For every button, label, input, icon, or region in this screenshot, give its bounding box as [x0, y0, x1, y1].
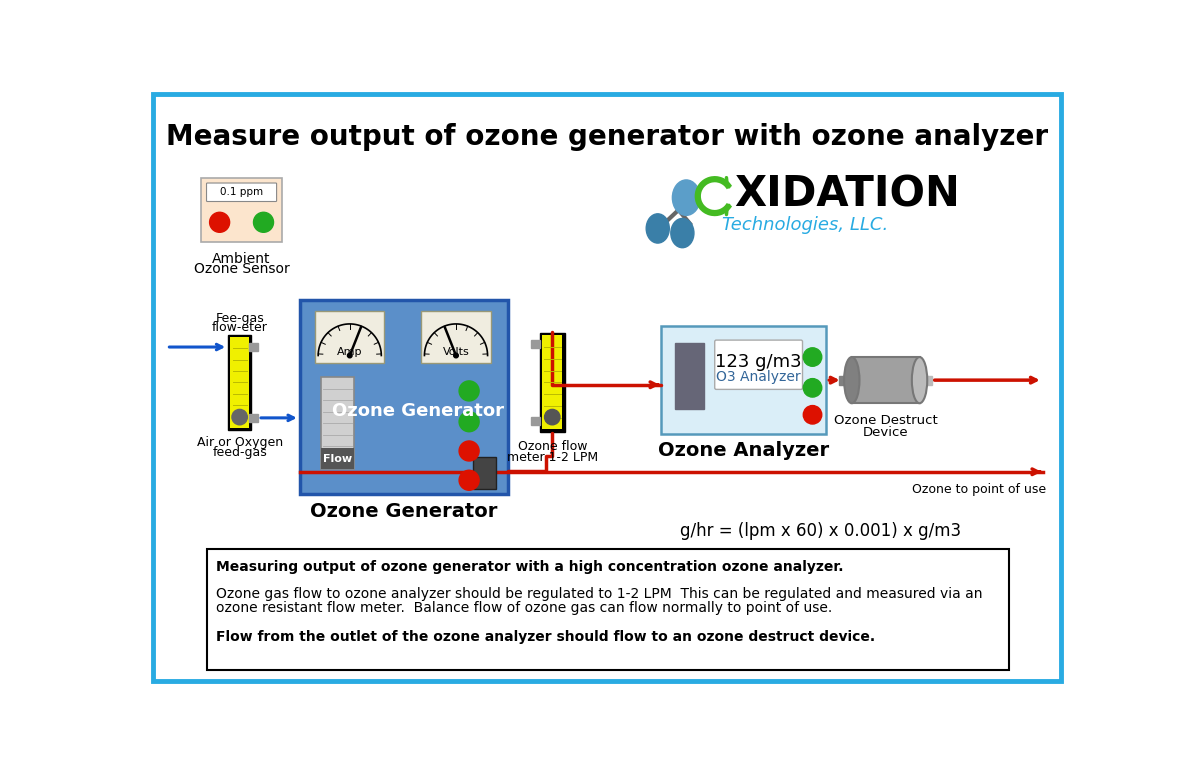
Ellipse shape: [844, 357, 859, 403]
Text: Air or Oxygen: Air or Oxygen: [197, 435, 283, 449]
Circle shape: [459, 441, 479, 461]
Bar: [531, 417, 540, 425]
Ellipse shape: [646, 214, 670, 243]
Circle shape: [545, 409, 561, 425]
Text: Measuring output of ozone generator with a high concentration ozone analyzer.: Measuring output of ozone generator with…: [216, 561, 844, 574]
Text: Volts: Volts: [443, 347, 469, 357]
Text: g/hr = (lpm x 60) x 0.001) x g/m3: g/hr = (lpm x 60) x 0.001) x g/m3: [680, 522, 961, 540]
FancyBboxPatch shape: [715, 340, 802, 389]
Circle shape: [803, 379, 821, 397]
Circle shape: [803, 406, 821, 424]
Circle shape: [459, 412, 479, 432]
Text: Ozone to point of use: Ozone to point of use: [911, 482, 1046, 495]
Text: XIDATION: XIDATION: [734, 174, 960, 216]
Text: Ozone Analyzer: Ozone Analyzer: [658, 442, 830, 461]
Bar: [839, 376, 853, 385]
Text: Flow: Flow: [322, 454, 352, 464]
Text: Ozone flow: Ozone flow: [518, 440, 587, 453]
Text: meter 1-2 LPM: meter 1-2 LPM: [507, 451, 597, 464]
Circle shape: [254, 212, 274, 232]
Text: 0.1 ppm: 0.1 ppm: [220, 187, 263, 197]
Bar: [531, 340, 540, 348]
Bar: [473, 457, 497, 489]
Bar: [321, 448, 353, 469]
Bar: [852, 357, 920, 403]
Bar: [321, 377, 353, 469]
Circle shape: [459, 470, 479, 490]
Text: Ozone Generator: Ozone Generator: [332, 402, 504, 420]
Bar: [422, 311, 491, 363]
Bar: [315, 311, 384, 363]
Bar: [249, 414, 258, 422]
Text: Flow from the outlet of the ozone analyzer should flow to an ozone destruct devi: Flow from the outlet of the ozone analyz…: [216, 630, 875, 644]
Bar: [228, 335, 251, 430]
Ellipse shape: [672, 180, 700, 215]
Text: Ozone Sensor: Ozone Sensor: [193, 263, 289, 276]
Text: Ambient: Ambient: [212, 252, 271, 266]
Bar: [230, 337, 249, 428]
Circle shape: [232, 409, 248, 425]
Text: Ozone gas flow to ozone analyzer should be regulated to 1-2 LPM  This can be reg: Ozone gas flow to ozone analyzer should …: [216, 588, 982, 601]
Text: Ozone Generator: Ozone Generator: [310, 502, 498, 521]
Circle shape: [459, 381, 479, 401]
Text: Technologies, LLC.: Technologies, LLC.: [723, 217, 889, 234]
Text: 123 g/m3: 123 g/m3: [716, 353, 802, 371]
Text: feed-gas: feed-gas: [212, 446, 267, 459]
Text: flow-eter: flow-eter: [212, 321, 268, 334]
Bar: [674, 343, 704, 409]
Bar: [540, 333, 564, 432]
Bar: [249, 343, 258, 351]
Text: O3 Analyzer: O3 Analyzer: [716, 370, 801, 384]
Circle shape: [454, 353, 459, 358]
Text: ozone resistant flow meter.  Balance flow of ozone gas can flow normally to poin: ozone resistant flow meter. Balance flow…: [216, 601, 832, 615]
Bar: [543, 336, 562, 429]
Ellipse shape: [911, 357, 927, 403]
Text: Amp: Amp: [337, 347, 363, 357]
Bar: [201, 178, 282, 242]
Bar: [206, 549, 1008, 670]
Text: Measure output of ozone generator with ozone analyzer: Measure output of ozone generator with o…: [166, 123, 1048, 151]
Bar: [918, 376, 931, 385]
Text: Device: Device: [863, 425, 909, 439]
Text: Ozone Destruct: Ozone Destruct: [834, 414, 937, 427]
Bar: [661, 326, 826, 434]
Ellipse shape: [671, 218, 694, 248]
Circle shape: [210, 212, 230, 232]
Text: Fee-gas: Fee-gas: [216, 312, 264, 325]
Circle shape: [803, 348, 821, 366]
FancyBboxPatch shape: [206, 183, 276, 201]
Bar: [300, 300, 507, 494]
Circle shape: [347, 353, 352, 358]
